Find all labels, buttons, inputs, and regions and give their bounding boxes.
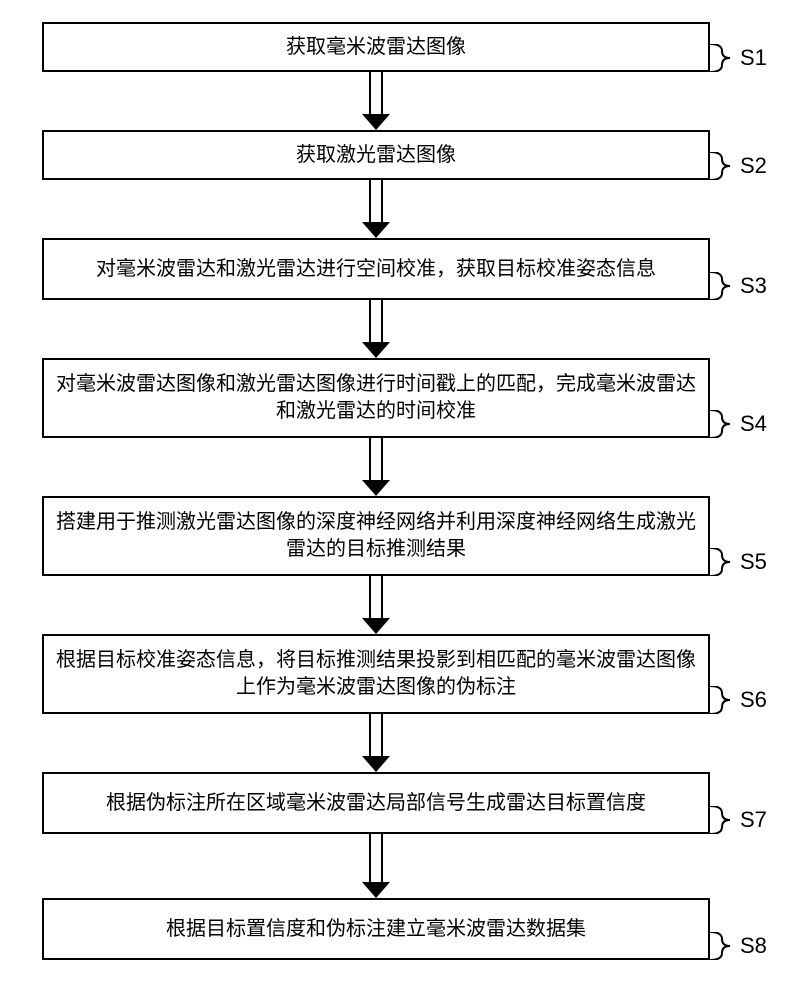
step-label-s4: S4	[740, 411, 767, 437]
flowchart-step-s4: 对毫米波雷达图像和激光雷达图像进行时间戳上的匹配，完成毫米波雷达和激光雷达的时间…	[42, 358, 710, 438]
step-text: 根据目标置信度和伪标注建立毫米波雷达数据集	[44, 916, 708, 943]
flowchart-step-s5: 搭建用于推测激光雷达图像的深度神经网络并利用深度神经网络生成激光雷达的目标推测结…	[42, 496, 710, 576]
flowchart-step-s7: 根据伪标注所在区域毫米波雷达局部信号生成雷达目标置信度	[42, 772, 710, 834]
step-label-s5: S5	[740, 549, 767, 575]
step-text: 根据伪标注所在区域毫米波雷达局部信号生成雷达目标置信度	[44, 790, 708, 817]
step-bracket-icon	[710, 272, 730, 305]
step-bracket-icon	[710, 410, 730, 443]
step-label-s1: S1	[740, 45, 767, 71]
step-label-s6: S6	[740, 687, 767, 713]
step-text: 对毫米波雷达图像和激光雷达图像进行时间戳上的匹配，完成毫米波雷达和激光雷达的时间…	[44, 371, 708, 425]
step-bracket-icon	[710, 44, 730, 77]
step-bracket-icon	[710, 932, 730, 965]
flowchart-canvas: 获取毫米波雷达图像 S1 获取激光雷达图像 S2 对毫米波雷达和激光雷达进行空间校准，获…	[0, 0, 789, 1000]
step-bracket-icon	[710, 806, 730, 839]
flowchart-step-s8: 根据目标置信度和伪标注建立毫米波雷达数据集	[42, 898, 710, 960]
step-text: 根据目标校准姿态信息，将目标推测结果投影到相匹配的毫米波雷达图像上作为毫米波雷达…	[44, 647, 708, 701]
step-label-s3: S3	[740, 273, 767, 299]
step-bracket-icon	[710, 548, 730, 581]
step-bracket-icon	[710, 152, 730, 185]
step-label-s7: S7	[740, 807, 767, 833]
step-text: 搭建用于推测激光雷达图像的深度神经网络并利用深度神经网络生成激光雷达的目标推测结…	[44, 509, 708, 563]
step-label-s8: S8	[740, 933, 767, 959]
flowchart-step-s1: 获取毫米波雷达图像	[42, 22, 710, 72]
step-text: 获取毫米波雷达图像	[44, 34, 708, 61]
flowchart-step-s6: 根据目标校准姿态信息，将目标推测结果投影到相匹配的毫米波雷达图像上作为毫米波雷达…	[42, 634, 710, 714]
flowchart-step-s3: 对毫米波雷达和激光雷达进行空间校准，获取目标校准姿态信息	[42, 238, 710, 300]
step-bracket-icon	[710, 686, 730, 719]
step-text: 对毫米波雷达和激光雷达进行空间校准，获取目标校准姿态信息	[44, 256, 708, 283]
step-text: 获取激光雷达图像	[44, 142, 708, 169]
flowchart-step-s2: 获取激光雷达图像	[42, 130, 710, 180]
step-label-s2: S2	[740, 153, 767, 179]
